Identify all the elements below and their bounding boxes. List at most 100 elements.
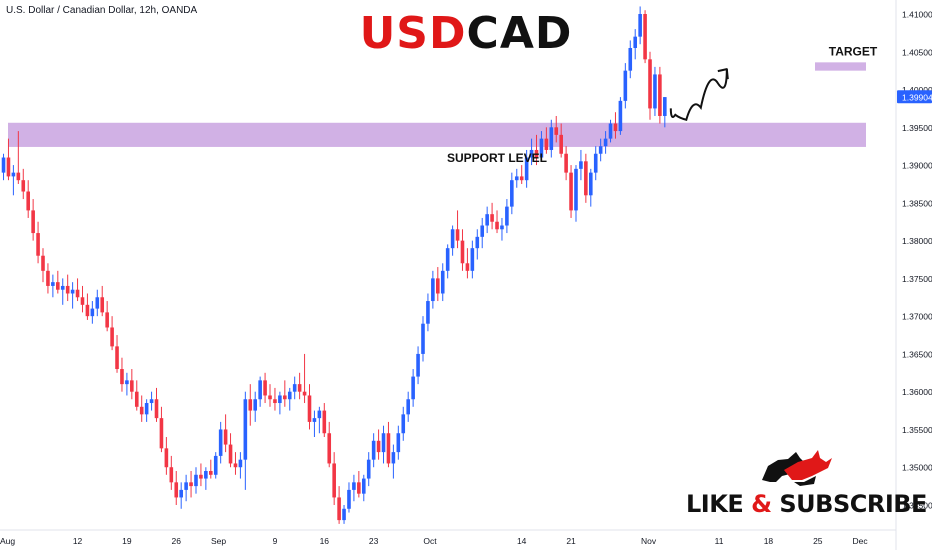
symbol-info: U.S. Dollar / Canadian Dollar, 12h, OAND… xyxy=(6,5,198,16)
candle xyxy=(307,384,312,430)
candle xyxy=(258,376,262,407)
time-tick-label: 12 xyxy=(73,536,83,546)
candle xyxy=(278,391,282,415)
projection-curve xyxy=(669,69,728,121)
price-tick-label: 1.40000 xyxy=(902,85,932,95)
candle xyxy=(228,433,233,468)
time-tick-label: Nov xyxy=(641,536,657,546)
candle xyxy=(322,403,327,438)
time-tick-label: Dec xyxy=(853,536,869,546)
time-tick-label: 21 xyxy=(566,536,576,546)
price-tick-label: 1.39000 xyxy=(902,161,932,171)
candle xyxy=(510,172,514,215)
like-word: LIKE xyxy=(686,490,744,518)
bull-bear-logo-icon xyxy=(762,450,832,486)
time-tick-label: 26 xyxy=(172,536,182,546)
candle xyxy=(268,384,272,407)
candle xyxy=(475,229,480,260)
candle xyxy=(495,210,499,234)
price-tick-label: 1.37500 xyxy=(902,274,932,284)
candle xyxy=(519,165,524,184)
candle xyxy=(105,301,109,332)
candle xyxy=(159,406,164,453)
candle xyxy=(115,335,119,373)
candle xyxy=(569,165,573,218)
candle xyxy=(490,202,494,230)
time-tick-label: 23 xyxy=(369,536,379,546)
candle xyxy=(549,119,554,158)
candle xyxy=(248,384,253,426)
candle xyxy=(598,138,603,162)
candle xyxy=(238,452,243,479)
candle xyxy=(445,244,450,279)
candle xyxy=(505,199,509,234)
time-tick-label: 25 xyxy=(813,536,823,546)
candle xyxy=(480,217,485,249)
candle xyxy=(658,66,662,124)
candle xyxy=(554,115,559,143)
candle xyxy=(559,123,563,158)
candle xyxy=(208,459,213,479)
target-zone[interactable] xyxy=(815,62,866,71)
candle xyxy=(450,225,455,256)
candle xyxy=(411,369,415,407)
candle xyxy=(603,131,608,154)
candle xyxy=(347,482,351,513)
candle xyxy=(401,406,406,441)
candle xyxy=(628,40,633,79)
candle xyxy=(292,376,297,400)
candle xyxy=(426,293,430,332)
candle xyxy=(60,278,65,305)
candle xyxy=(357,471,361,498)
candle xyxy=(588,168,593,207)
candle xyxy=(174,471,179,505)
last-price-label: 1.39904 xyxy=(902,92,932,102)
candle xyxy=(361,474,366,502)
candle xyxy=(189,471,193,498)
time-tick-label: 16 xyxy=(320,536,330,546)
zones-layer xyxy=(8,62,866,147)
time-tick-label: 14 xyxy=(517,536,527,546)
candle xyxy=(460,229,465,271)
candle xyxy=(179,482,183,509)
candle xyxy=(31,199,35,241)
candle xyxy=(613,112,618,139)
candle xyxy=(125,372,129,396)
candle xyxy=(544,127,549,154)
candle xyxy=(524,149,529,188)
candle xyxy=(534,134,539,166)
time-tick-label: 9 xyxy=(273,536,278,546)
candle xyxy=(36,221,40,264)
time-axis[interactable]: Aug 12 19 26 Sep 9 16 23 Oct 14 21 Nov 11 18 25 Dec xyxy=(0,536,868,546)
price-tick-label: 1.38000 xyxy=(902,236,932,246)
candle xyxy=(204,467,208,490)
time-tick-label: Sep xyxy=(211,536,226,546)
price-tick-label: 1.37000 xyxy=(902,312,932,322)
candle xyxy=(485,206,489,234)
candle xyxy=(564,146,568,181)
candle xyxy=(149,391,154,411)
candle xyxy=(648,51,652,120)
support-zone[interactable] xyxy=(8,122,866,147)
candle xyxy=(90,301,95,324)
candle xyxy=(223,414,228,453)
candle xyxy=(623,63,628,109)
candle xyxy=(431,270,435,309)
like-subscribe-text: LIKE & SUBSCRIBE xyxy=(686,490,927,518)
candle xyxy=(593,146,598,181)
subscribe-word: SUBSCRIBE xyxy=(779,490,927,518)
candle xyxy=(337,486,341,524)
price-tick-label: 1.35000 xyxy=(902,463,932,473)
candle xyxy=(80,285,85,313)
price-axis[interactable]: 1.41000 1.40500 1.40000 1.39500 1.39000 1.385… xyxy=(897,10,932,511)
candle xyxy=(26,180,30,218)
candle xyxy=(134,380,139,411)
candle xyxy=(243,391,248,490)
candle xyxy=(41,248,45,283)
projection-layer xyxy=(669,68,729,121)
candle xyxy=(46,263,50,294)
candle xyxy=(371,433,376,468)
candle xyxy=(342,505,346,524)
